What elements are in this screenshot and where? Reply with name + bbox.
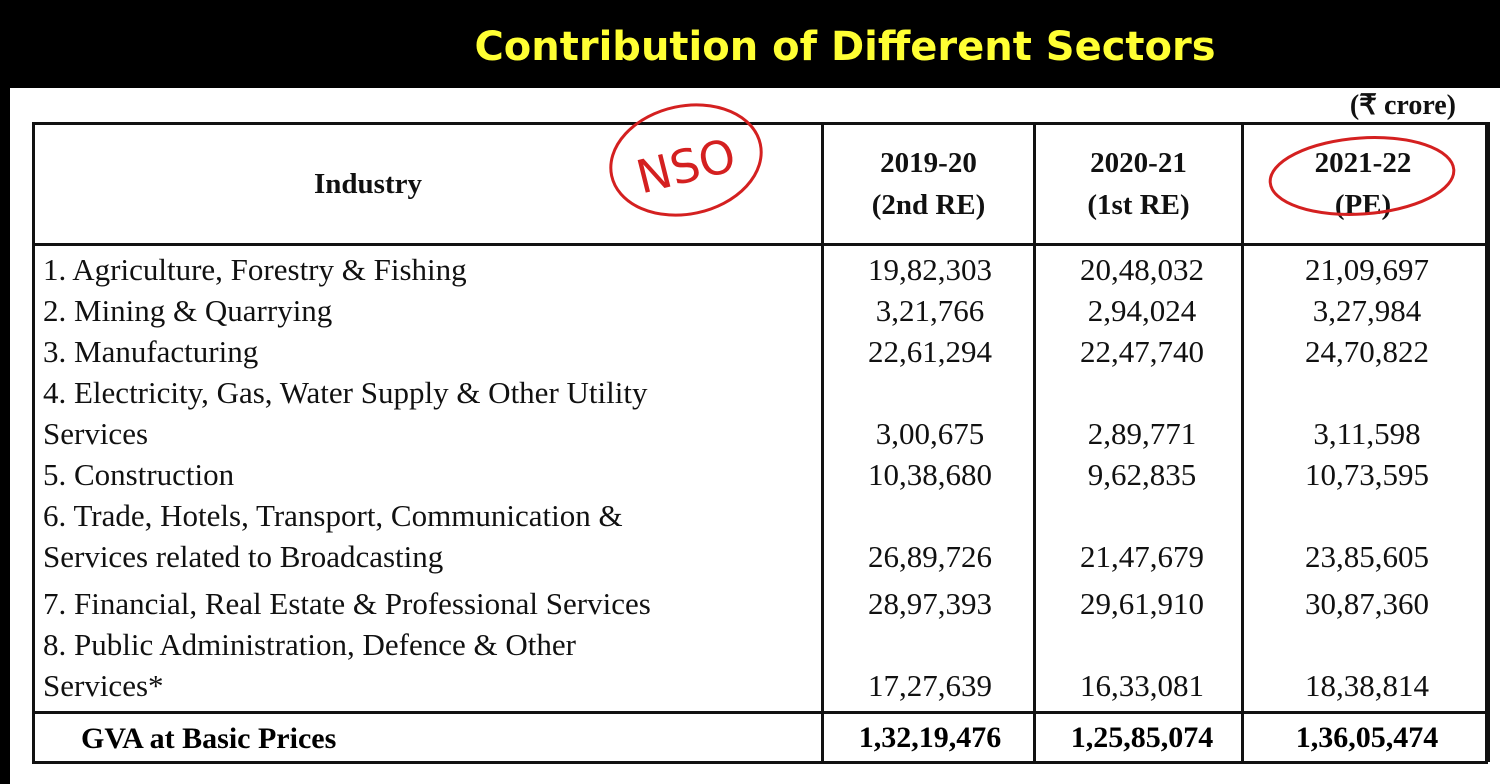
table-header: Industry 2019-20 (2nd RE) 2020-21 (1st R… [35,125,1485,246]
value-cell: 17,27,639 [868,668,992,703]
total-value: 1,36,05,474 [1295,721,1439,754]
total-label: GVA at Basic Prices [81,722,337,755]
value-cell: 2,94,024 [1087,293,1197,328]
value-cell: 18,38,814 [1305,668,1429,703]
industry-line: 4. Electricity, Gas, Water Supply & Othe… [43,375,648,410]
industry-name: 1. Agriculture, Forestry & Fishing [43,249,803,290]
header-year: 2019-20 [880,147,977,179]
industry-line: 8. Public Administration, Defence & Othe… [43,627,576,662]
value-cell: 20,48,032 [1080,252,1204,287]
value-cell: 9,62,835 [1087,457,1197,492]
right-edge-line [1487,122,1490,762]
circle-nso-annotation [609,103,763,217]
total-value: 1,32,19,476 [858,721,1002,754]
table-row: 6. Trade, Hotels, Transport, Communicati… [35,495,1485,577]
circle-2021-22-annotation [1268,136,1456,216]
value-cell: 2,89,771 [1087,416,1197,451]
header-year: 2021-22 [1314,147,1412,179]
industry-line: 2. Mining & Quarrying [43,293,333,328]
value-cell: 23,85,605 [1305,539,1429,574]
value-cell: 3,21,766 [875,293,985,328]
industry-line: 3. Manufacturing [43,334,259,369]
value-cell: 19,82,303 [868,252,992,287]
total-row: GVA at Basic Prices 1,32,19,476 1,25,85,… [35,711,1485,764]
nso-annotation-text: NSO [631,128,741,205]
value-cell: 30,87,360 [1305,586,1429,621]
value-cell: 21,47,679 [1080,539,1204,574]
value-cell: 21,09,697 [1305,252,1429,287]
value-cell: 26,89,726 [868,539,992,574]
value-cell: 29,61,910 [1080,586,1204,621]
industry-line: Services related to Broadcasting [43,539,444,574]
value-cell: 10,73,595 [1305,457,1429,492]
industry-line: 7. Financial, Real Estate & Professional… [43,586,651,621]
value-cell: 10,38,680 [868,457,992,492]
value-cell: 22,61,294 [868,334,992,369]
table-row: 7. Financial, Real Estate & Professional… [35,583,1485,624]
column-divider [821,125,824,761]
industry-line: Services* [43,668,164,703]
total-value: 1,25,85,074 [1070,721,1214,754]
header-industry: Industry [35,125,821,243]
header-type: (1st RE) [1087,189,1190,221]
table-row: 1. Agriculture, Forestry & Fishing 19,82,… [35,249,1485,290]
industry-line: 5. Construction [43,457,235,492]
industry-name: 3. Manufacturing [43,331,803,372]
slide-title: Contribution of Different Sectors [474,24,1216,70]
table-row: 2. Mining & Quarrying 3,21,766 2,94,024 3,2… [35,290,1485,331]
table-row: 8. Public Administration, Defence & Othe… [35,624,1485,706]
industry-name: 2. Mining & Quarrying [43,290,803,331]
industry-name: 8. Public Administration, Defence & Othe… [43,624,803,706]
value-cell: 24,70,822 [1305,334,1429,369]
value-cell: 3,27,984 [1312,293,1422,328]
table-row: 4. Electricity, Gas, Water Supply & Othe… [35,372,1485,454]
industry-name: 6. Trade, Hotels, Transport, Communicati… [43,495,803,577]
industry-name: 4. Electricity, Gas, Water Supply & Othe… [43,372,803,454]
column-divider [1033,125,1036,761]
table-sheet: (₹ crore) Industry 2019-20 (2nd RE) 2020… [10,88,1500,784]
value-cell: 22,47,740 [1080,334,1204,369]
gva-table: Industry 2019-20 (2nd RE) 2020-21 (1st R… [32,122,1488,764]
handwritten-annotations: NSO [609,103,1456,217]
industry-line: 1. Agriculture, Forestry & Fishing [43,252,467,287]
value-cell: 28,97,393 [868,586,992,621]
table-row: 3. Manufacturing 22,61,294 22,47,740 24,70,… [35,331,1485,372]
value-cell: 3,00,675 [875,416,985,451]
table-row: 5. Construction 10,38,680 9,62,835 10,73,59… [35,454,1485,495]
header-col-2019-20: 2019-20 (2nd RE) [824,125,1033,243]
column-divider [1241,125,1244,761]
header-type: (2nd RE) [871,189,986,221]
header-col-2020-21: 2020-21 (1st RE) [1036,125,1241,243]
industry-name: 7. Financial, Real Estate & Professional… [43,583,803,624]
industry-line: 6. Trade, Hotels, Transport, Communicati… [43,498,623,533]
industry-line: Services [43,416,149,451]
header-year: 2020-21 [1090,147,1187,179]
header-industry-label: Industry [314,168,422,200]
value-cell: 16,33,081 [1080,668,1204,703]
value-cell: 3,11,598 [1313,416,1421,451]
unit-label: (₹ crore) [1349,90,1456,121]
industry-name: 5. Construction [43,454,803,495]
